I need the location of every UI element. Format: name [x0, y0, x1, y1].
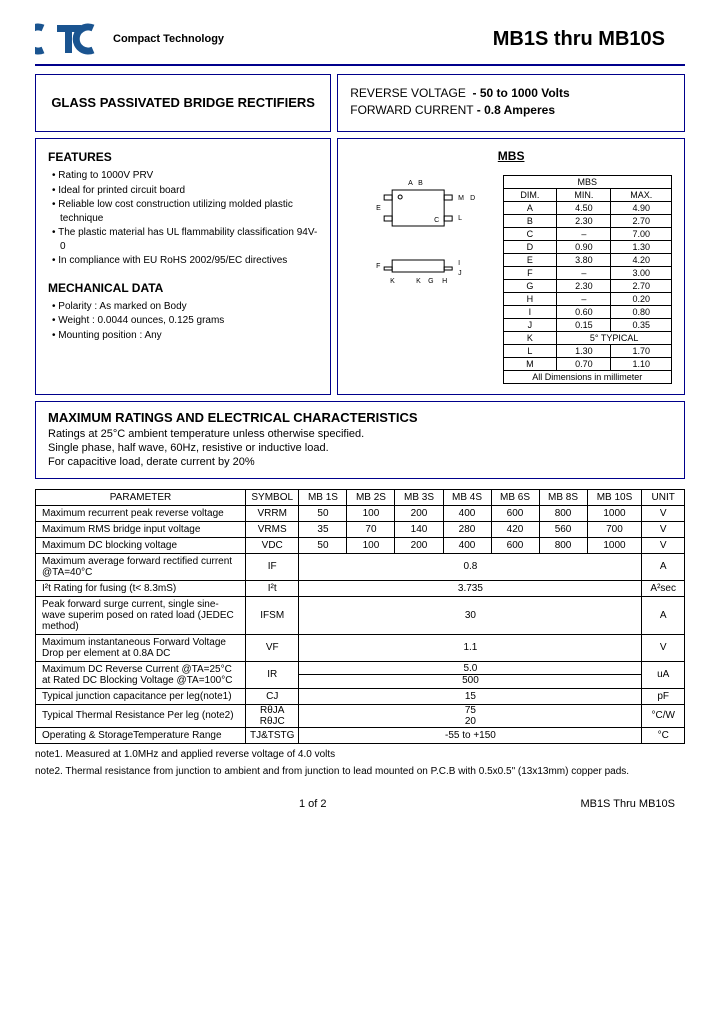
- svg-text:J: J: [458, 270, 462, 277]
- thermal-row: Typical Thermal Resistance Per leg (note…: [36, 704, 685, 727]
- rv-value: - 50 to 1000 Volts: [473, 86, 570, 100]
- feature-item: Ideal for printed circuit board: [50, 184, 318, 198]
- parameter-table: PARAMETERSYMBOLMB 1SMB 2SMB 3SMB 4SMB 6S…: [35, 489, 685, 744]
- ir-row: Maximum DC Reverse Current @TA=25°C at R…: [36, 661, 685, 688]
- dim-footer: All Dimensions in millimeter: [503, 371, 671, 384]
- svg-text:K: K: [390, 278, 395, 285]
- param-row: Maximum instantaneous Forward Voltage Dr…: [36, 634, 685, 661]
- temp-row: Operating & StorageTemperature Range TJ&…: [36, 727, 685, 743]
- mechanical-list: Polarity : As marked on BodyWeight : 0.0…: [48, 300, 318, 343]
- feature-item: Rating to 1000V PRV: [50, 169, 318, 183]
- note2: note2. Thermal resistance from junction …: [35, 765, 685, 778]
- dimension-table: MBS DIM.MIN.MAX. A4.504.90B2.302.70C–7.0…: [503, 175, 672, 384]
- param-row: Maximum recurrent peak reverse voltageVR…: [36, 505, 685, 521]
- diagram-heading: MBS: [350, 149, 672, 163]
- svg-text:F: F: [376, 263, 380, 270]
- company-name: Compact Technology: [113, 33, 224, 45]
- svg-text:D: D: [470, 195, 475, 202]
- package-drawing: A B E M L D C F K K G: [350, 175, 494, 327]
- mechanical-item: Polarity : As marked on Body: [50, 300, 318, 314]
- fc-value: - 0.8 Amperes: [477, 103, 555, 117]
- header: Compact Technology MB1S thru MB10S: [35, 20, 685, 58]
- page-number: 1 of 2: [299, 798, 327, 810]
- rv-label: REVERSE VOLTAGE: [350, 86, 466, 100]
- mechanical-item: Weight : 0.0044 ounces, 0.125 grams: [50, 314, 318, 328]
- doc-title: MB1S thru MB10S: [236, 28, 685, 51]
- row-features-diagram: FEATURES Rating to 1000V PRVIdeal for pr…: [35, 138, 685, 395]
- row-title-specs: GLASS PASSIVATED BRIDGE RECTIFIERS REVER…: [35, 74, 685, 132]
- product-type-box: GLASS PASSIVATED BRIDGE RECTIFIERS: [35, 74, 331, 132]
- mechanical-item: Mounting position : Any: [50, 329, 318, 343]
- note1: note1. Measured at 1.0MHz and applied re…: [35, 748, 685, 761]
- package-outline-icon: A B E M L D C F K K G: [350, 175, 494, 325]
- page: Compact Technology MB1S thru MB10S GLASS…: [0, 0, 720, 830]
- fc-label: FORWARD CURRENT: [350, 103, 473, 117]
- param-row: Maximum RMS bridge input voltageVRMS3570…: [36, 521, 685, 537]
- feature-item: In compliance with EU RoHS 2002/95/EC di…: [50, 254, 318, 268]
- max-heading: MAXIMUM RATINGS AND ELECTRICAL CHARACTER…: [48, 410, 672, 427]
- header-rule: [35, 64, 685, 66]
- svg-text:L: L: [458, 215, 462, 222]
- svg-text:B: B: [418, 180, 423, 187]
- dim-caption: MBS: [503, 176, 671, 189]
- param-row: Peak forward surge current, single sine-…: [36, 596, 685, 634]
- feature-item: Reliable low cost construction utilizing…: [50, 198, 318, 225]
- svg-text:C: C: [434, 217, 439, 224]
- logo-block: Compact Technology: [35, 20, 224, 58]
- diagram-box: MBS A B E M L D: [337, 138, 685, 395]
- footer: 1 of 2 MB1S Thru MB10S: [35, 798, 685, 810]
- footer-doc: MB1S Thru MB10S: [580, 798, 675, 810]
- specs-box: REVERSE VOLTAGE - 50 to 1000 Volts FORWA…: [337, 74, 685, 132]
- svg-text:I: I: [458, 260, 460, 267]
- svg-text:K: K: [416, 278, 421, 285]
- param-row: Maximum DC blocking voltageVDC5010020040…: [36, 537, 685, 553]
- max-ratings-box: MAXIMUM RATINGS AND ELECTRICAL CHARACTER…: [35, 401, 685, 479]
- svg-text:M: M: [458, 195, 464, 202]
- features-list: Rating to 1000V PRVIdeal for printed cir…: [48, 169, 318, 268]
- features-box: FEATURES Rating to 1000V PRVIdeal for pr…: [35, 138, 331, 395]
- cj-row: Typical junction capacitance per leg(not…: [36, 688, 685, 704]
- svg-text:H: H: [442, 278, 447, 285]
- max-line1: Ratings at 25°C ambient temperature unle…: [48, 427, 672, 441]
- ctc-logo-icon: [35, 20, 105, 58]
- param-row: Maximum average forward rectified curren…: [36, 553, 685, 580]
- param-row: I²t Rating for fusing (t< 8.3mS)I²t3.735…: [36, 580, 685, 596]
- svg-text:A: A: [408, 180, 413, 187]
- max-line2: Single phase, half wave, 60Hz, resistive…: [48, 441, 672, 455]
- feature-item: The plastic material has UL flammability…: [50, 226, 318, 253]
- features-heading: FEATURES: [48, 149, 318, 165]
- svg-text:E: E: [376, 205, 381, 212]
- max-line3: For capacitive load, derate current by 2…: [48, 455, 672, 469]
- mechanical-heading: MECHANICAL DATA: [48, 280, 318, 296]
- svg-text:G: G: [428, 278, 433, 285]
